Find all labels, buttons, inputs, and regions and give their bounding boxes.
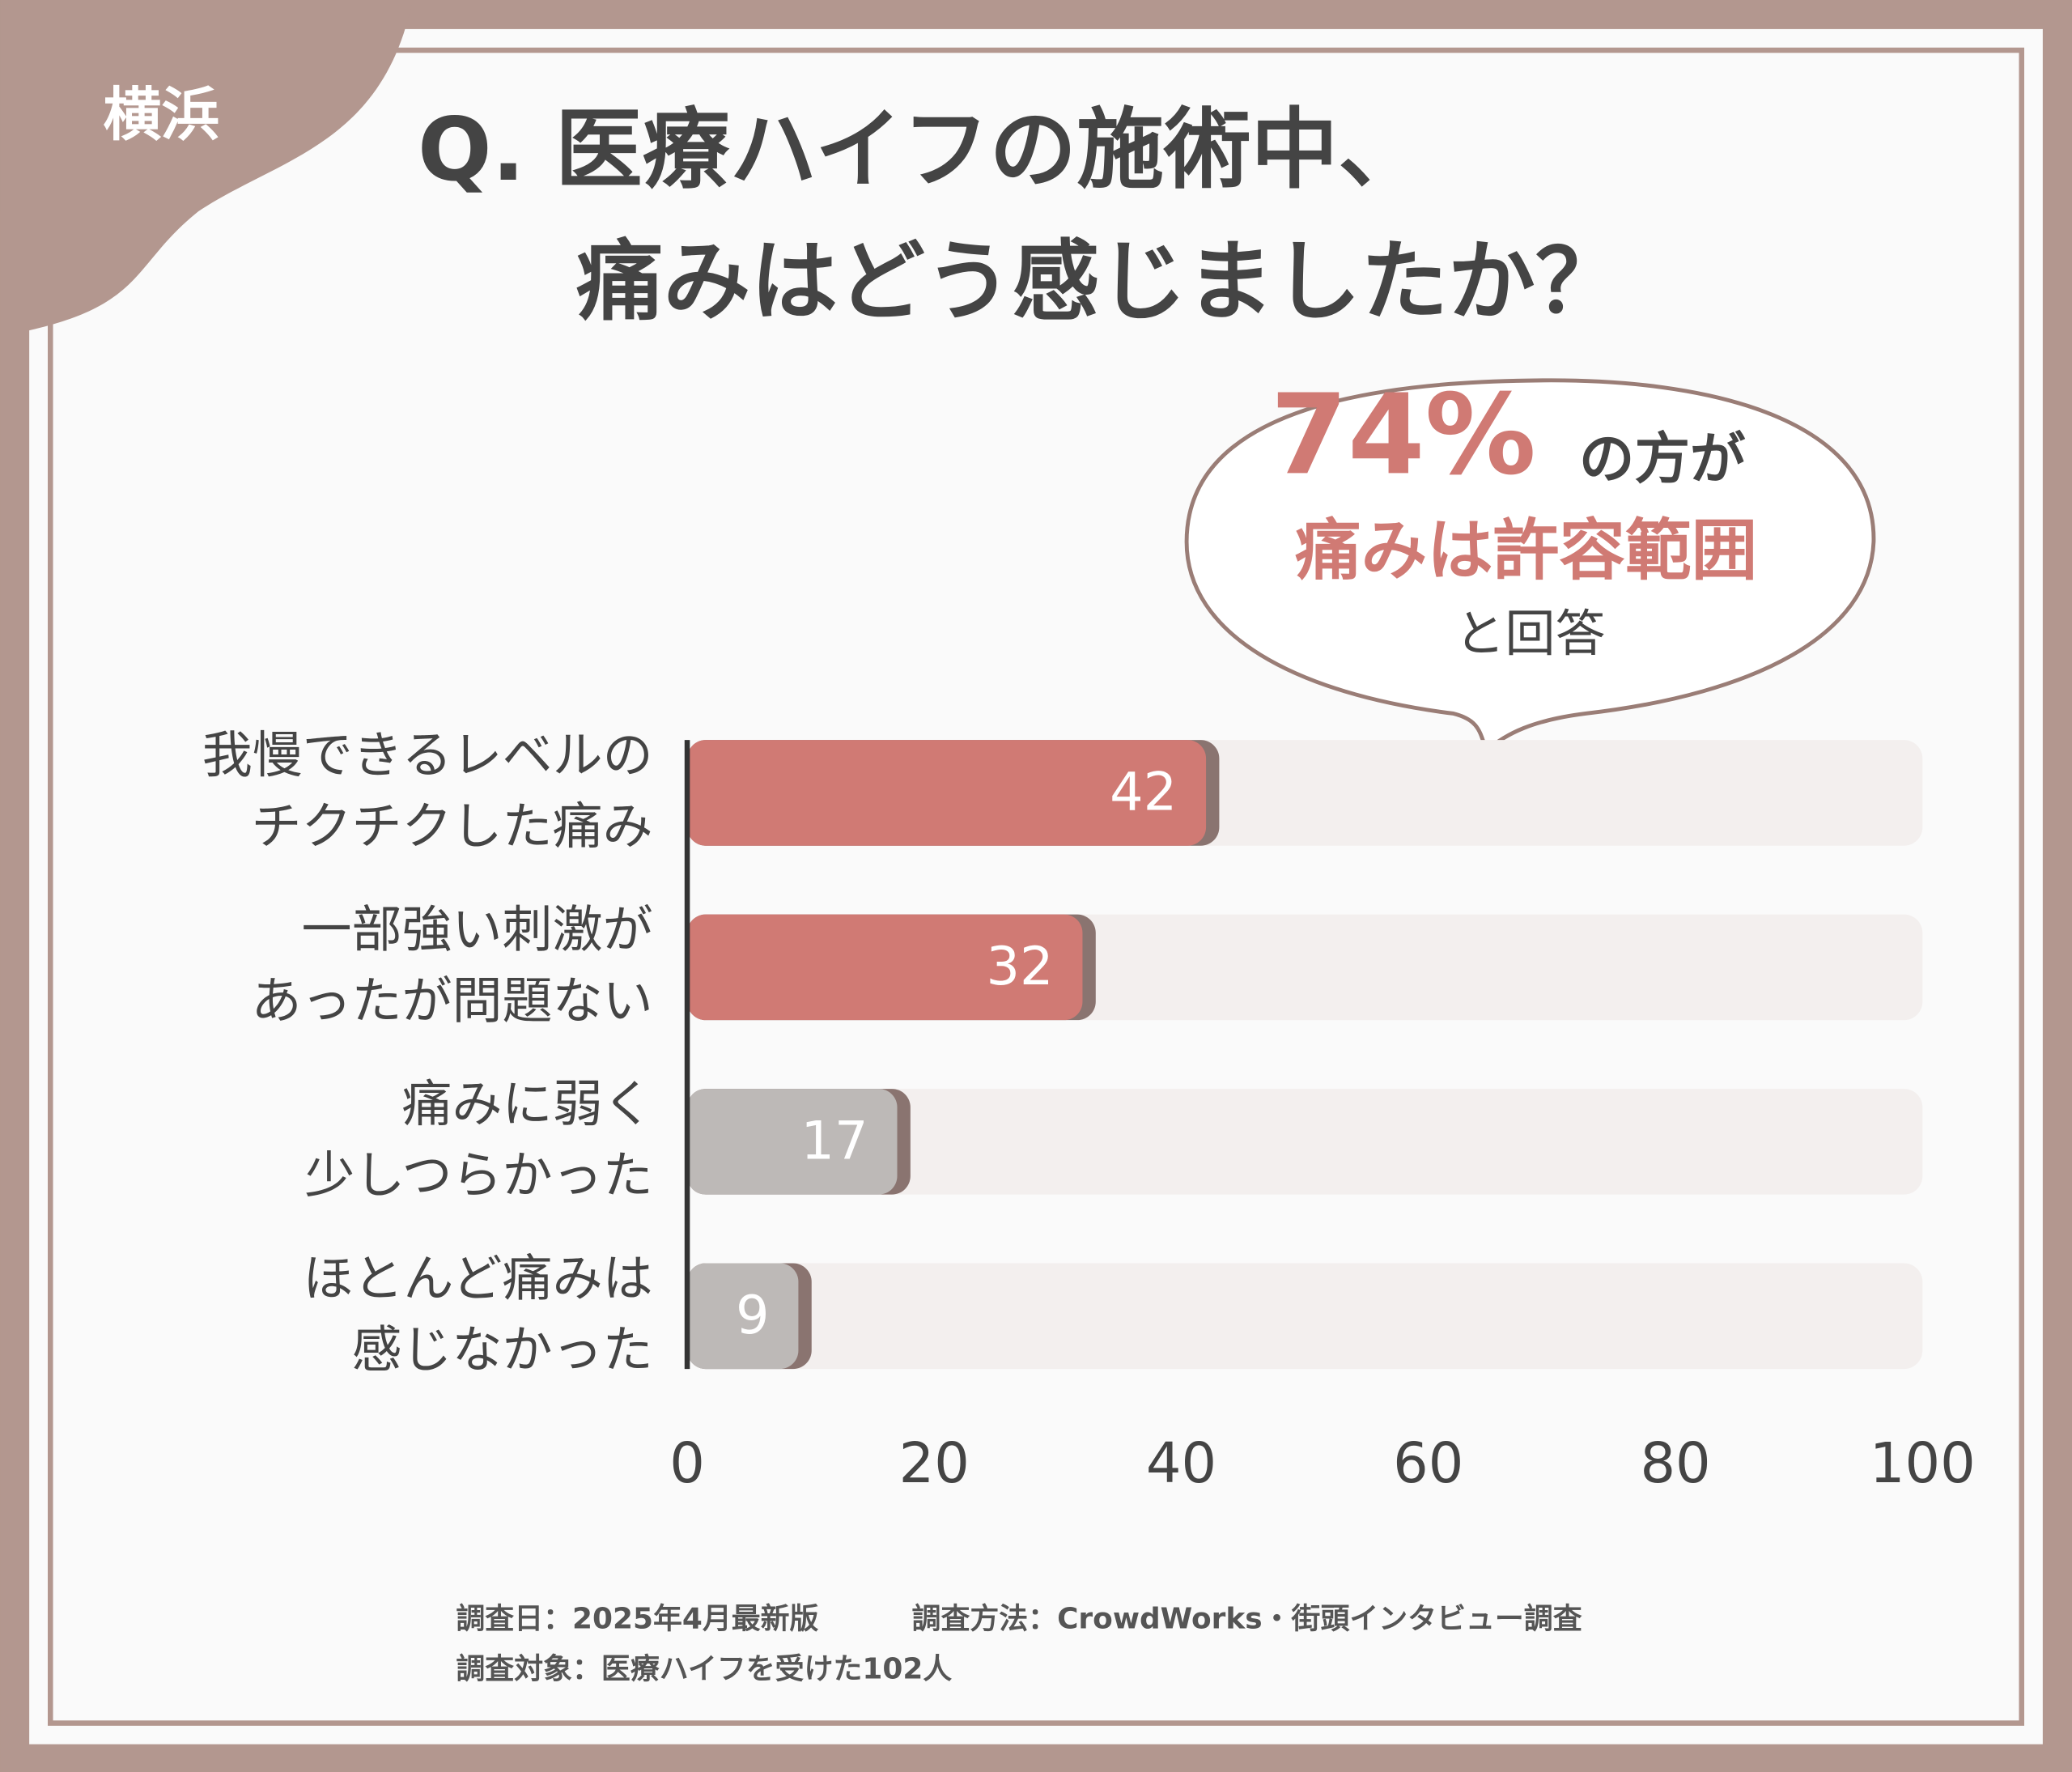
note: 調査方法：CrowdWorks・街頭インタビュー調査 [912,1602,1582,1635]
x-tick-label: 20 [899,1431,970,1496]
corner-shape [0,0,413,331]
note: 調査対象：医療ハイフを受けた102人 [456,1652,952,1685]
callout-text: 痛みは許容範囲 [1295,512,1757,589]
x-tick-label: 40 [1146,1431,1216,1496]
value-label: 42 [1110,762,1177,823]
x-tick-label: 0 [669,1431,705,1496]
bar [687,740,1207,846]
callout-text: の方が [1579,427,1746,491]
bar-track [687,1089,1923,1195]
panel [29,28,2043,1744]
x-tick-label: 60 [1393,1431,1463,1496]
y-tick-label: 感じなかった [352,1320,653,1379]
y-tick-label: あったが問題ない [251,971,652,1030]
value-label: 32 [986,936,1053,997]
y-tick-label: チクチクした痛み [251,797,652,856]
corner-label: 横浜 [104,80,220,148]
bar [687,914,1083,1021]
x-tick-label: 100 [1870,1431,1976,1496]
y-tick-label: 痛みに弱く [402,1074,653,1133]
note: 調査日：2025年4月最新版 [456,1602,818,1635]
bar [687,1263,799,1370]
y-tick-label: 一部強い刺激が [302,900,653,959]
title: Q. 医療ハイフの施術中、 [418,100,1425,201]
x-tick-label: 80 [1640,1431,1710,1496]
y-tick-label: ほとんど痛みは [303,1248,652,1307]
title: 痛みはどう感じましたか？ [576,232,1623,333]
panel-border [47,47,2025,1726]
callout-highlight: 74% [1271,371,1536,499]
value-label: 9 [736,1285,770,1346]
value-label: 17 [801,1111,868,1172]
y-tick-label: 我慢できるレベルの [202,725,653,784]
bar [687,1089,898,1195]
callout-text: と回答 [1454,604,1605,663]
bar-track [687,1263,1923,1370]
y-tick-label: 少しつらかった [304,1145,652,1205]
